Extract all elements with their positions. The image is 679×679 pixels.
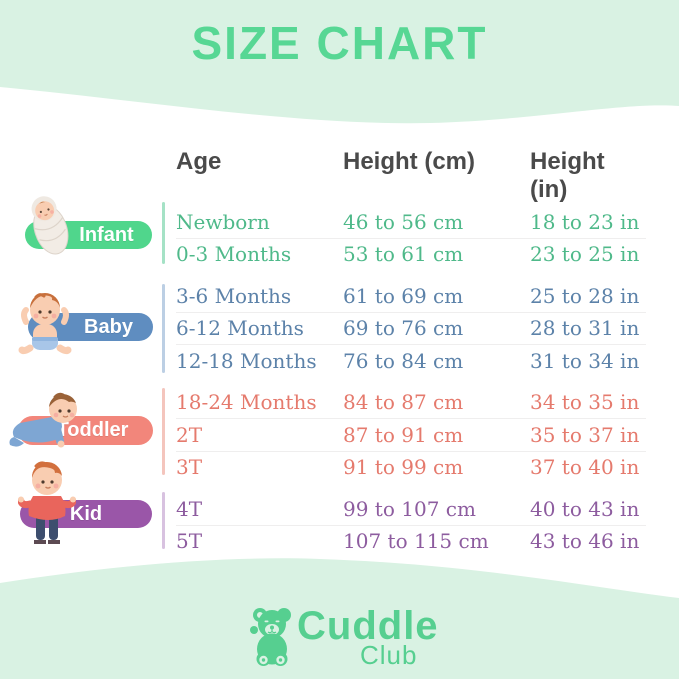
teddy-bear-logo-icon (250, 608, 291, 666)
height-cm-cell: 84 to 87 cm (343, 390, 464, 415)
age-cell: Newborn (176, 209, 270, 234)
height-cm-cell: 91 to 99 cm (343, 455, 464, 480)
height-cm-cell: 107 to 115 cm (343, 529, 489, 554)
age-cell: 6-12 Months (176, 316, 304, 341)
table-row: 18-24 Months 84 to 87 cm 34 to 35 in (176, 387, 646, 419)
age-cell: 18-24 Months (176, 390, 317, 415)
height-in-cell: 28 to 31 in (530, 316, 640, 341)
height-cm-cell: 87 to 91 cm (343, 422, 464, 447)
height-cm-cell: 46 to 56 cm (343, 209, 464, 234)
group-baby-rows: 3-6 Months 61 to 69 cm 25 to 28 in 6-12 … (176, 280, 646, 377)
group-infant-rows: Newborn 46 to 56 cm 18 to 23 in 0-3 Mont… (176, 206, 646, 270)
height-in-cell: 40 to 43 in (530, 496, 640, 521)
swaddled-infant-illustration (31, 196, 69, 255)
table-row: 2T 87 to 91 cm 35 to 37 in (176, 418, 646, 451)
table-row: 6-12 Months 69 to 76 cm 28 to 31 in (176, 311, 646, 345)
age-cell: 2T (176, 422, 203, 447)
age-cell: 5T (176, 529, 203, 554)
header-height-cm: Height (cm) (343, 148, 475, 175)
height-cm-cell: 53 to 61 cm (343, 242, 464, 267)
brand-subname: Club (360, 640, 418, 670)
table-row: 5T 107 to 115 cm 43 to 46 in (176, 524, 646, 558)
height-cm-cell: 99 to 107 cm (343, 496, 476, 521)
brand-name: Cuddle (297, 604, 439, 648)
height-in-cell: 31 to 34 in (530, 348, 640, 373)
age-cell: 4T (176, 496, 203, 521)
table-row: 3-6 Months 61 to 69 cm 25 to 28 in (176, 280, 646, 312)
infant-indicator-line (162, 202, 165, 264)
age-cell: 3-6 Months (176, 283, 292, 308)
crawling-toddler-illustration (9, 392, 77, 448)
age-cell: 3T (176, 455, 203, 480)
height-in-cell: 34 to 35 in (530, 390, 640, 415)
group-kid-rows: 4T 99 to 107 cm 40 to 43 in 5T 107 to 11… (176, 493, 646, 557)
table-row: 12-18 Months 76 to 84 cm 31 to 34 in (176, 344, 646, 377)
height-in-cell: 37 to 40 in (530, 455, 640, 480)
height-cm-cell: 69 to 76 cm (343, 316, 464, 341)
page-title: SIZE CHART (191, 17, 488, 69)
height-in-cell: 43 to 46 in (530, 529, 640, 554)
table-row: Newborn 46 to 56 cm 18 to 23 in (176, 206, 646, 238)
height-cm-cell: 61 to 69 cm (343, 283, 464, 308)
height-in-cell: 35 to 37 in (530, 422, 640, 447)
table-row: 0-3 Months 53 to 61 cm 23 to 25 in (176, 237, 646, 271)
header-height-in: Height (in) (530, 148, 605, 203)
sitting-baby-illustration (18, 293, 72, 355)
table-row: 3T 91 to 99 cm 37 to 40 in (176, 450, 646, 484)
toddler-indicator-line (162, 388, 165, 475)
baby-indicator-line (162, 284, 165, 373)
kid-indicator-line (162, 492, 165, 549)
standing-kid-illustration (18, 461, 76, 544)
table-row: 4T 99 to 107 cm 40 to 43 in (176, 493, 646, 525)
height-cm-cell: 76 to 84 cm (343, 348, 464, 373)
group-toddler-rows: 18-24 Months 84 to 87 cm 34 to 35 in 2T … (176, 387, 646, 484)
age-cell: 0-3 Months (176, 242, 292, 267)
age-cell: 12-18 Months (176, 348, 317, 373)
height-in-cell: 18 to 23 in (530, 209, 640, 234)
header-age: Age (176, 148, 222, 175)
height-in-cell: 23 to 25 in (530, 242, 640, 267)
size-table: Newborn 46 to 56 cm 18 to 23 in 0-3 Mont… (176, 206, 646, 567)
height-in-cell: 25 to 28 in (530, 283, 640, 308)
table-header: Age Height (cm) Height (in) (176, 148, 646, 204)
